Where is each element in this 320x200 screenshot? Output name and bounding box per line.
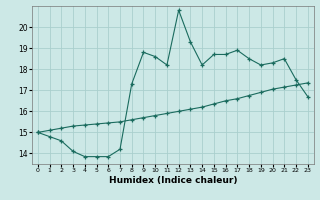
X-axis label: Humidex (Indice chaleur): Humidex (Indice chaleur) [108, 176, 237, 185]
